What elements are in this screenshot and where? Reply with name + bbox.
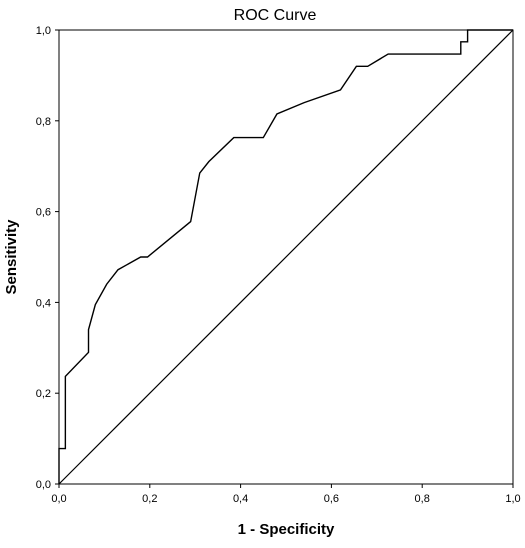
y-axis-label: Sensitivity — [3, 219, 20, 295]
y-tick-label: 0,8 — [36, 116, 51, 128]
x-tick-label: 0,2 — [142, 493, 157, 505]
chart-title: ROC Curve — [234, 7, 317, 24]
y-tick-label: 1,0 — [36, 25, 51, 37]
y-tick-label: 0,0 — [36, 479, 51, 491]
y-axis: 0,0 0,2 0,4 0,6 0,8 1,0 — [36, 25, 59, 491]
x-tick-label: 0,8 — [415, 493, 430, 505]
y-tick-label: 0,4 — [36, 297, 51, 309]
x-tick-label: 0,0 — [51, 493, 66, 505]
roc-curve-line — [58, 29, 513, 484]
reference-diagonal-line — [58, 29, 514, 485]
x-axis: 0,0 0,2 0,4 0,6 0,8 1,0 — [51, 484, 521, 505]
x-tick-label: 0,4 — [233, 493, 248, 505]
y-tick-label: 0,6 — [36, 207, 51, 219]
x-axis-label: 1 - Specificity — [238, 521, 335, 538]
x-tick-label: 0,6 — [324, 493, 339, 505]
plot-area — [58, 29, 514, 485]
y-tick-label: 0,2 — [36, 388, 51, 400]
x-tick-label: 1,0 — [505, 493, 520, 505]
